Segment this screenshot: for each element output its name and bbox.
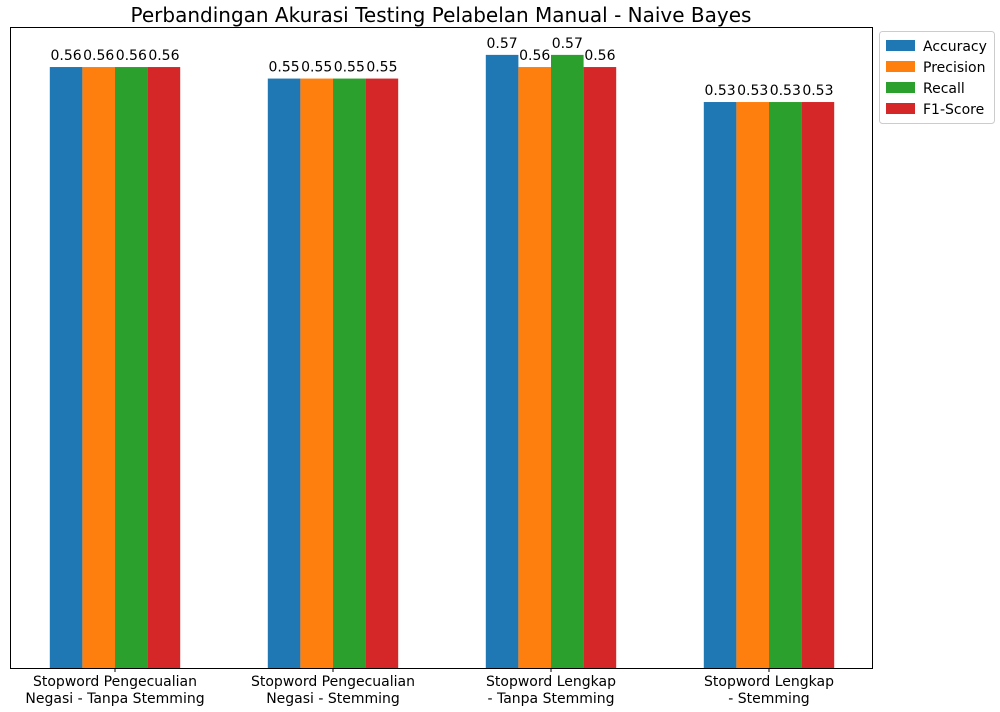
data-label: 0.57 — [487, 36, 518, 52]
data-label: 0.53 — [705, 83, 736, 99]
legend-swatch-precision — [886, 61, 915, 72]
bar-f1-score-2 — [365, 78, 399, 668]
data-label: 0.55 — [301, 60, 332, 76]
bar-recall-3 — [551, 54, 584, 668]
data-labels: 0.56 0.55 0.57 0.53 0.56 0.55 0.56 0.53 0.56 0.55… — [51, 36, 834, 99]
data-label: 0.53 — [737, 83, 768, 99]
plot-frame — [10, 27, 873, 669]
bar-f1-score-1 — [147, 67, 181, 669]
bar-precision-2 — [300, 78, 333, 668]
data-label: 0.56 — [83, 48, 114, 64]
data-label: 0.56 — [584, 48, 615, 64]
bar-accuracy-4 — [703, 102, 737, 668]
x-tick-label: Stopword Lengkap - Tanpa Stemming — [486, 674, 616, 707]
data-label: 0.56 — [519, 48, 550, 64]
x-axis-ticks: Stopword Pengecualian Negasi - Tanpa Stem… — [25, 668, 834, 707]
bar-accuracy-1 — [49, 67, 83, 669]
bar-recall-4 — [769, 102, 802, 668]
bar-recall-1 — [115, 67, 148, 669]
data-label: 0.56 — [51, 48, 82, 64]
data-label: 0.53 — [802, 83, 833, 99]
legend-label-accuracy: Accuracy — [923, 39, 987, 55]
legend-label-precision: Precision — [923, 60, 985, 76]
bar-precision-3 — [518, 67, 551, 669]
chart-title: Perbandingan Akurasi Testing Pelabelan M… — [131, 3, 752, 27]
data-label: 0.55 — [366, 60, 397, 76]
bar-f1-score-4 — [801, 102, 835, 668]
legend-frame — [879, 31, 995, 124]
bar-recall-2 — [333, 78, 366, 668]
legend-swatch-f1-score — [886, 103, 915, 114]
bar-accuracy-3 — [485, 54, 519, 668]
data-label: 0.56 — [148, 48, 179, 64]
bar-precision-1 — [82, 67, 115, 669]
legend-swatch-accuracy — [886, 40, 915, 51]
data-label: 0.57 — [552, 36, 583, 52]
x-tick-label: Stopword Lengkap - Stemming — [704, 674, 834, 707]
x-tick-label: Stopword Pengecualian Negasi - Tanpa Stem… — [25, 674, 204, 707]
legend-swatch-recall — [886, 82, 915, 93]
bar-accuracy-2 — [267, 78, 301, 668]
legend-label-recall: Recall — [923, 81, 965, 97]
bars — [49, 54, 835, 669]
data-label: 0.56 — [116, 48, 147, 64]
bar-precision-4 — [736, 102, 769, 668]
bar-f1-score-3 — [583, 67, 617, 669]
legend: Accuracy Precision Recall F1-Score — [879, 31, 995, 124]
x-tick-label: Stopword Pengecualian Negasi - Stemming — [251, 674, 415, 707]
legend-label-f1-score: F1-Score — [923, 102, 984, 118]
data-label: 0.55 — [269, 60, 300, 76]
data-label: 0.53 — [770, 83, 801, 99]
data-label: 0.55 — [334, 60, 365, 76]
